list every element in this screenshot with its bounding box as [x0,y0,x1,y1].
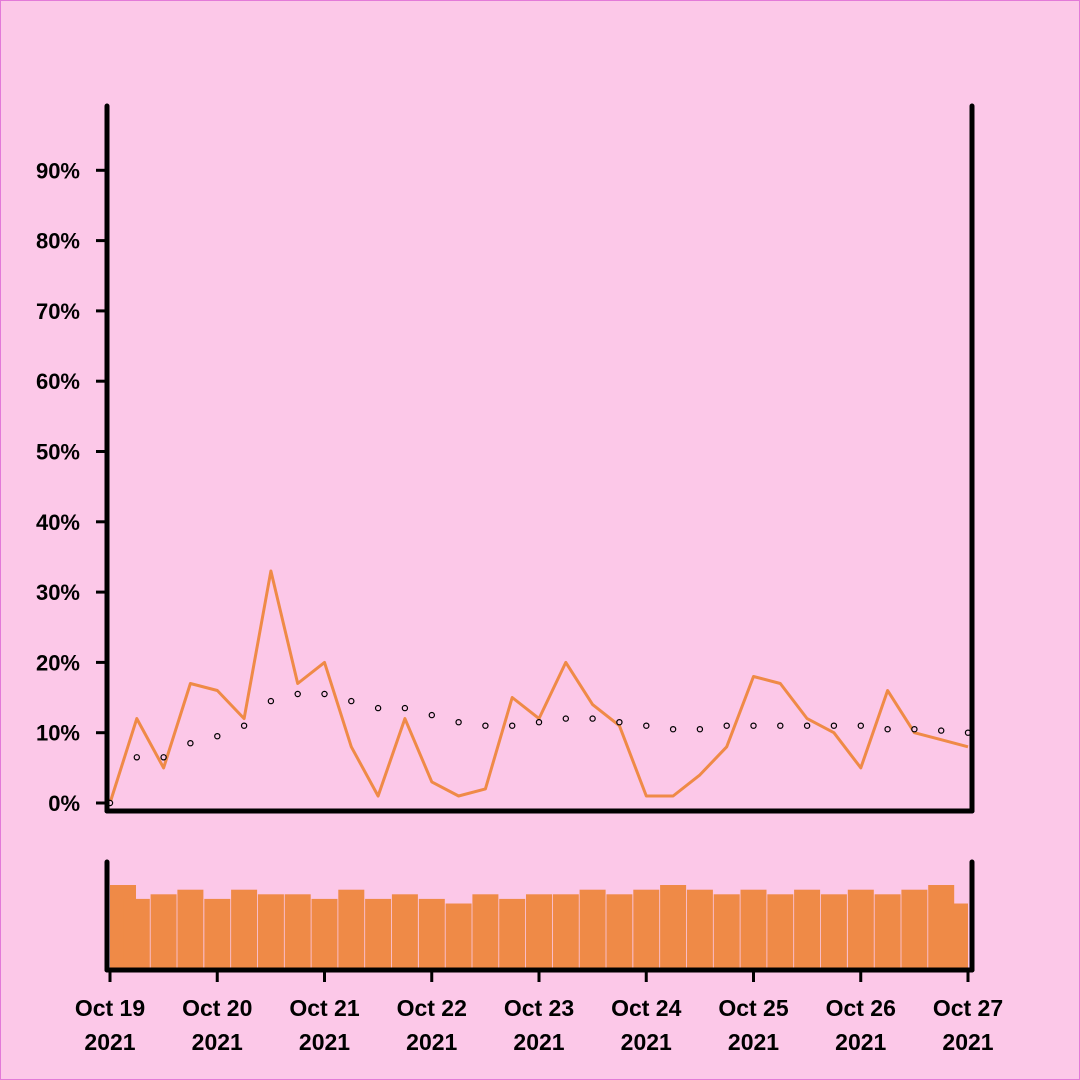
y-tick-label: 30% [36,580,80,605]
trend-point [482,722,489,729]
navigator-bar [606,894,633,968]
main-series-dots-group [106,690,972,807]
y-tick-label: 90% [36,158,80,183]
trend-point [455,719,462,726]
y-tick-label: 50% [36,440,80,465]
x-tick-label-year: 2021 [728,1029,779,1055]
x-tick-label-date: Oct 20 [182,995,252,1021]
navigator-bar [633,889,660,968]
navigator-bar [579,889,606,968]
navigator-bar [874,894,901,968]
navigator-bar [445,903,472,968]
y-tick-label: 80% [36,229,80,254]
navigator-bar [338,889,365,968]
trend-point [884,726,891,733]
navigator-bar [257,894,284,968]
y-tick-label: 60% [36,369,80,394]
navigator-bar [499,898,526,968]
x-tick-label-year: 2021 [192,1029,243,1055]
main-series-line [108,569,969,804]
navigator-bar [204,898,231,968]
trend-point [562,715,570,722]
navigator-bar [901,889,928,968]
trend-point [348,697,355,705]
trend-point [535,719,543,726]
x-axis-ticks: Oct 19 2021 Oct 20 2021 Oct 21 2021 Oct 22 2021… [75,970,1003,1055]
x-tick-label-year: 2021 [84,1029,135,1055]
navigator-bar [472,894,499,968]
x-tick-label-date: Oct 25 [718,995,789,1021]
y-tick-label: 40% [36,510,80,535]
main-series-line-group [108,569,969,804]
x-tick-label-year: 2021 [835,1029,886,1055]
trend-point [187,740,194,747]
y-tick-label: 70% [36,299,80,324]
x-tick-label-date: Oct 22 [397,995,467,1021]
navigator-bar [150,894,177,968]
main-chart-panel: 0% 10% 20% 30% 40% 50% 60% 70% 80% 90% [36,103,975,816]
y-tick-label: 0% [48,791,80,816]
navigator-bar [740,889,767,968]
navigator-bar [311,898,338,968]
trend-point [160,754,167,761]
trend-point [294,690,301,698]
x-tick-label-year: 2021 [406,1029,457,1055]
navigator-bar [847,889,874,968]
trend-point [857,722,865,729]
x-tick-label-year: 2021 [621,1029,672,1055]
navigator-bar [526,894,552,968]
trend-point [401,704,409,712]
trend-point [267,697,275,705]
trend-point [938,727,945,734]
navigator-bar [418,898,445,968]
trend-point [240,722,248,729]
trend-point [803,722,811,729]
navigator-bar [391,894,418,968]
trend-point [321,690,328,698]
trend-point [750,722,757,729]
x-tick-label-year: 2021 [942,1029,993,1055]
trend-point [696,726,704,733]
trend-point [133,754,140,761]
navigator-bar [552,894,579,968]
x-tick-label-year: 2021 [513,1029,564,1055]
navigator-bar [123,898,150,968]
x-tick-label-date: Oct 21 [289,995,360,1021]
y-tick-label: 10% [36,721,80,746]
navigator-bar [365,898,392,968]
navigator-bar [284,894,311,968]
x-tick-label-date: Oct 23 [504,995,574,1021]
trend-point [669,726,677,733]
navigator-bar [820,894,847,968]
trend-point [374,704,382,712]
navigator-bar [942,903,968,968]
x-tick-label-date: Oct 26 [826,995,896,1021]
navigator-bars-group [110,885,968,968]
x-tick-label-date: Oct 24 [611,995,682,1021]
trend-point [777,722,784,729]
trend-point [643,722,650,729]
x-tick-label-date: Oct 27 [933,995,1003,1021]
navigator-bar [231,889,258,968]
trend-point [428,711,435,719]
y-tick-label: 20% [36,650,80,675]
navigator-bar [177,889,204,968]
trend-point [509,722,516,729]
trend-point [616,719,623,726]
navigator-bar [660,885,687,968]
x-tick-label-year: 2021 [299,1029,350,1055]
navigator-bar [767,894,794,968]
trend-point [911,726,918,733]
trend-point [830,722,838,729]
navigator-bar [794,889,821,968]
navigator-bar [713,894,740,968]
navigator-panel[interactable]: Oct 19 2021 Oct 20 2021 Oct 21 2021 Oct 22 2021… [75,859,1003,1055]
trend-point [214,733,221,740]
trend-point [589,715,596,722]
y-axis-ticks: 0% 10% 20% 30% 40% 50% 60% 70% 80% 90% [36,158,107,816]
navigator-bar [686,889,713,968]
trend-point [723,722,730,729]
x-tick-label-date: Oct 19 [75,995,145,1021]
